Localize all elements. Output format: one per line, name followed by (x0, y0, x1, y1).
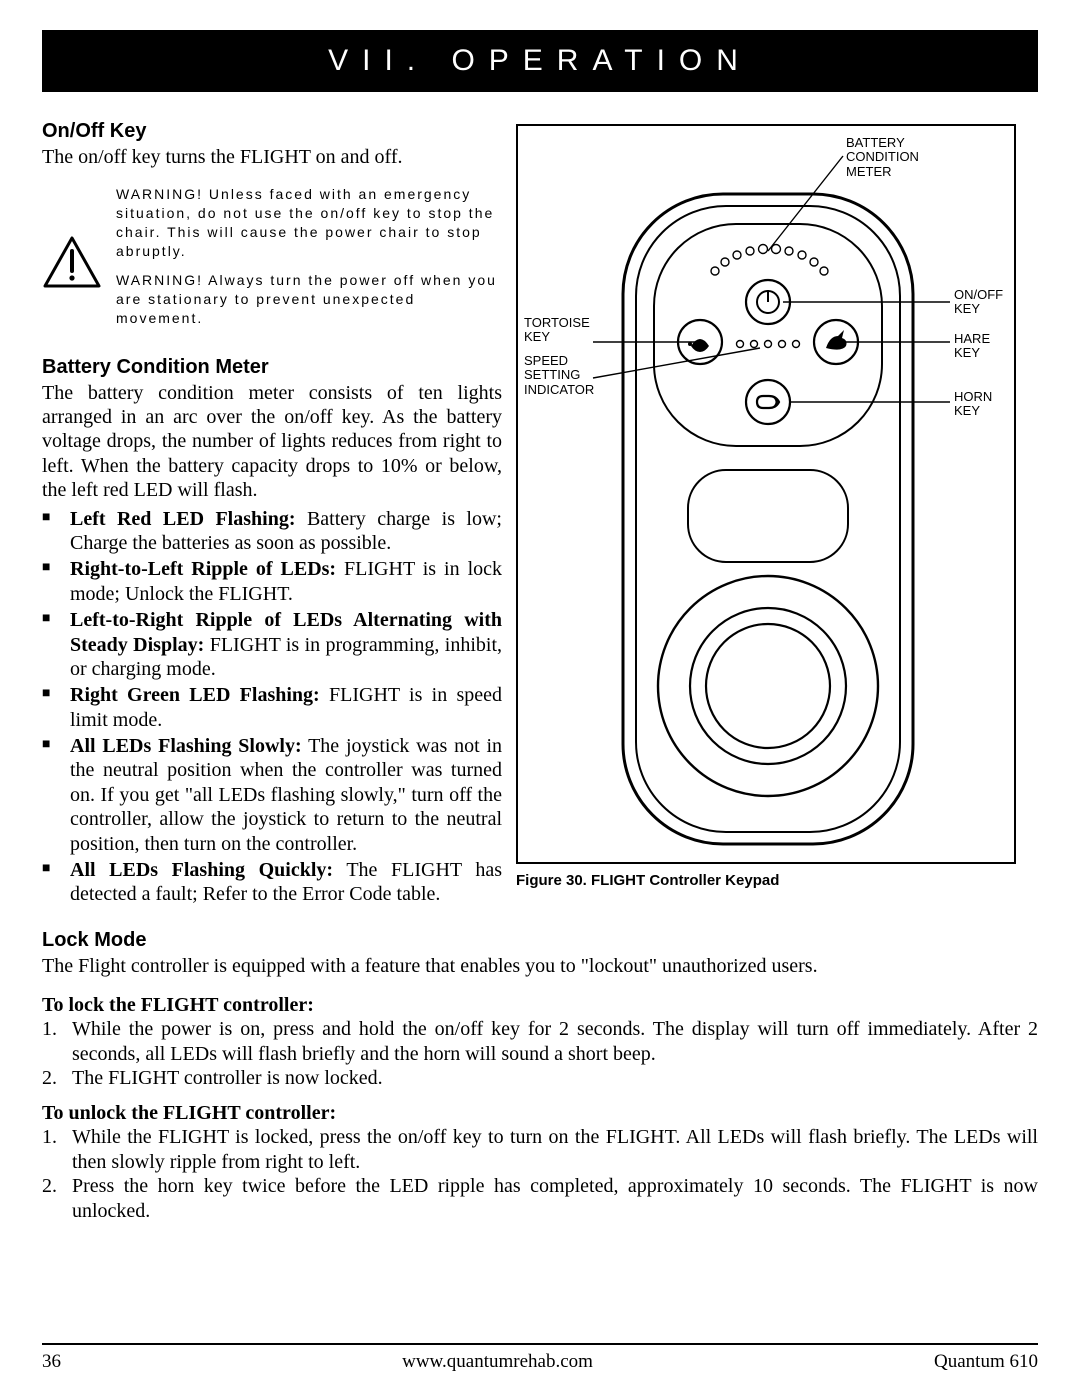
left-column: On/Off Key The on/off key turns the FLIG… (42, 120, 502, 921)
tounlock-list: While the FLIGHT is locked, press the on… (42, 1125, 1038, 1223)
two-column-layout: On/Off Key The on/off key turns the FLIG… (42, 120, 1038, 921)
label-hare: HARE KEY (954, 332, 990, 361)
tounlock-heading: To unlock the FLIGHT controller: (42, 1102, 1038, 1125)
controller-diagram: BATTERY CONDITION METER ON/OFF KEY TORTO… (516, 124, 1016, 864)
li-rtl-b: Right-to-Left Ripple of LEDs: (70, 558, 336, 580)
warning-2: WARNING! Always turn the power off when … (116, 271, 502, 328)
li-ltr: Left-to-Right Ripple of LEDs Alternating… (64, 608, 502, 681)
lock-para: The Flight controller is equipped with a… (42, 954, 1038, 978)
footer-page: 36 (42, 1351, 61, 1373)
right-column: BATTERY CONDITION METER ON/OFF KEY TORTO… (516, 120, 1038, 921)
page-footer: 36 www.quantumrehab.com Quantum 610 (42, 1343, 1038, 1373)
warning-1: WARNING! Unless faced with an emergency … (116, 185, 502, 261)
li-quick-b: All LEDs Flashing Quickly: (70, 859, 333, 881)
label-speed: SPEED SETTING INDICATOR (524, 354, 594, 397)
keypad-svg (518, 126, 1018, 866)
li-green-b: Right Green LED Flashing: (70, 684, 320, 706)
label-onoff: ON/OFF KEY (954, 288, 1003, 317)
onoff-heading: On/Off Key (42, 120, 502, 143)
li-red-b: Left Red LED Flashing: (70, 508, 295, 530)
li-rtl: Right-to-Left Ripple of LEDs: FLIGHT is … (64, 557, 502, 606)
label-battery: BATTERY CONDITION METER (846, 136, 919, 179)
section-header: VII. OPERATION (42, 30, 1038, 92)
warning-block: WARNING! Unless faced with an emergency … (42, 185, 502, 337)
onoff-para: The on/off key turns the FLIGHT on and o… (42, 145, 502, 169)
li-slow-b: All LEDs Flashing Slowly: (70, 735, 302, 757)
label-horn: HORN KEY (954, 390, 992, 419)
lock-heading: Lock Mode (42, 929, 1038, 952)
tolock-heading: To lock the FLIGHT controller: (42, 994, 1038, 1017)
tounlock-2: Press the horn key twice before the LED … (72, 1174, 1038, 1223)
li-slow: All LEDs Flashing Slowly: The joystick w… (64, 734, 502, 856)
footer-model: Quantum 610 (934, 1351, 1038, 1373)
li-quick: All LEDs Flashing Quickly: The FLIGHT ha… (64, 858, 502, 907)
tolock-2: The FLIGHT controller is now locked. (72, 1066, 1038, 1090)
led-list: Left Red LED Flashing: Battery charge is… (42, 507, 502, 907)
warning-icon (42, 185, 102, 337)
tolock-1: While the power is on, press and hold th… (72, 1017, 1038, 1066)
lock-mode-section: Lock Mode The Flight controller is equip… (42, 929, 1038, 1223)
figure-caption: Figure 30. FLIGHT Controller Keypad (516, 872, 1038, 889)
bcm-heading: Battery Condition Meter (42, 356, 502, 379)
li-green: Right Green LED Flashing: FLIGHT is in s… (64, 683, 502, 732)
bcm-para: The battery condition meter consists of … (42, 381, 502, 503)
tolock-list: While the power is on, press and hold th… (42, 1017, 1038, 1090)
footer-url: www.quantumrehab.com (402, 1351, 593, 1373)
label-tortoise: TORTOISE KEY (524, 316, 590, 345)
tounlock-1: While the FLIGHT is locked, press the on… (72, 1125, 1038, 1174)
li-red: Left Red LED Flashing: Battery charge is… (64, 507, 502, 556)
warning-text: WARNING! Unless faced with an emergency … (116, 185, 502, 337)
